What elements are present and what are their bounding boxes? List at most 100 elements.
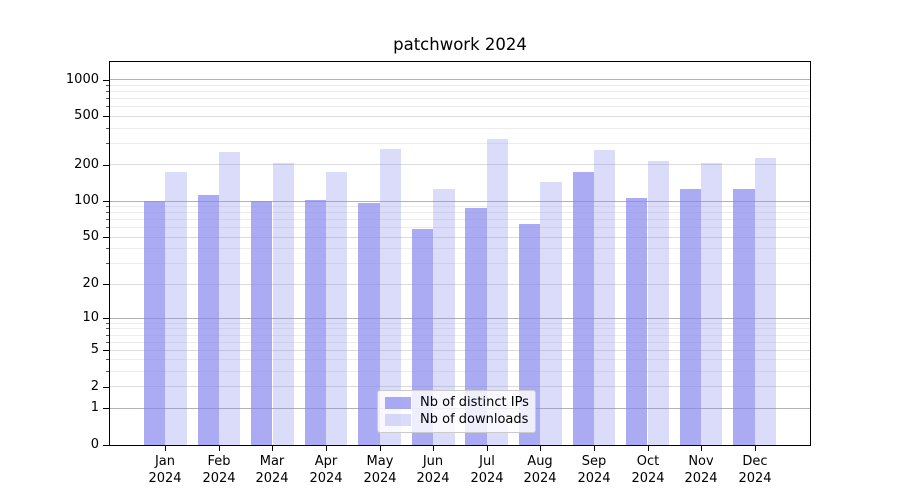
bar-distinct-ips-aug: [519, 223, 541, 445]
bar-downloads-apr: [326, 171, 348, 445]
y-tick-label-0: 0: [90, 437, 99, 452]
y-minor-tick-6: [106, 342, 109, 343]
y-tick-2: [103, 387, 109, 388]
bar-downloads-jun: [433, 189, 455, 445]
gridline-y-1000: [110, 79, 810, 80]
gridline-y-minor-600: [110, 106, 810, 107]
x-tick-jun: [433, 446, 434, 451]
gridline-y-minor-4: [110, 359, 810, 360]
legend: Nb of distinct IPs Nb of downloads: [377, 390, 536, 433]
legend-label-downloads: Nb of downloads: [420, 411, 529, 427]
gridline-y-20: [110, 284, 810, 285]
bar-distinct-ips-apr: [304, 199, 326, 445]
x-tick-label-feb: Feb 2024: [202, 454, 236, 486]
y-tick-label-1: 1: [90, 400, 99, 415]
x-tick-apr: [326, 446, 327, 451]
gridline-y-minor-7: [110, 335, 810, 336]
y-minor-tick-3: [106, 371, 109, 372]
x-tick-label-oct: Oct 2024: [631, 454, 665, 486]
x-tick-label-apr: Apr 2024: [309, 454, 343, 486]
bar-downloads-nov: [701, 162, 723, 445]
x-tick-label-nov: Nov 2024: [684, 454, 718, 486]
y-tick-label-1000: 1000: [65, 72, 99, 87]
x-tick-mar: [272, 446, 273, 451]
y-minor-tick-300: [106, 143, 109, 144]
bar-downloads-dec: [754, 158, 777, 445]
gridline-y-minor-9: [110, 323, 810, 324]
bar-distinct-ips-may: [358, 202, 380, 445]
y-tick-0: [103, 445, 109, 446]
y-tick-5: [103, 350, 109, 351]
y-tick-label-10: 10: [82, 310, 99, 325]
x-tick-may: [380, 446, 381, 451]
gridline-y-minor-700: [110, 98, 810, 99]
y-minor-tick-4: [106, 359, 109, 360]
gridline-y-minor-80: [110, 212, 810, 213]
x-tick-dec: [755, 446, 756, 451]
y-minor-tick-800: [106, 91, 109, 92]
y-minor-tick-80: [106, 212, 109, 213]
y-minor-tick-8: [106, 328, 109, 329]
legend-swatch-downloads: [385, 413, 411, 426]
gridline-y-minor-60: [110, 227, 810, 228]
y-minor-tick-900: [106, 85, 109, 86]
x-tick-feb: [219, 446, 220, 451]
y-tick-50: [103, 237, 109, 238]
bar-distinct-ips-jul: [465, 208, 487, 445]
x-tick-nov: [701, 446, 702, 451]
legend-label-distinct-ips: Nb of distinct IPs: [420, 395, 529, 411]
y-minor-tick-9: [106, 323, 109, 324]
bar-downloads-jul: [486, 139, 509, 445]
gridline-y-minor-90: [110, 206, 810, 207]
bar-distinct-ips-feb: [197, 195, 219, 445]
gridline-y-50: [110, 237, 810, 238]
x-tick-label-mar: Mar 2024: [255, 454, 289, 486]
y-tick-label-20: 20: [82, 276, 99, 291]
y-tick-1: [103, 408, 109, 409]
y-minor-tick-700: [106, 98, 109, 99]
y-tick-500: [103, 116, 109, 117]
gridline-y-2: [110, 386, 810, 387]
y-tick-100: [103, 201, 109, 202]
gridline-y-minor-900: [110, 85, 810, 86]
y-minor-tick-90: [106, 206, 109, 207]
gridline-y-minor-300: [110, 143, 810, 144]
bar-downloads-aug: [540, 181, 562, 445]
x-tick-label-aug: Aug 2024: [523, 454, 557, 486]
y-tick-label-5: 5: [90, 342, 99, 357]
gridline-y-minor-3: [110, 371, 810, 372]
gridline-y-5: [110, 350, 810, 351]
gridline-y-minor-800: [110, 91, 810, 92]
y-tick-label-200: 200: [74, 157, 99, 172]
x-tick-sep: [594, 446, 595, 451]
legend-item-downloads: Nb of downloads: [385, 412, 529, 428]
bar-distinct-ips-nov: [679, 189, 702, 445]
y-tick-10: [103, 318, 109, 319]
gridline-y-minor-40: [110, 248, 810, 249]
bar-downloads-feb: [218, 151, 241, 445]
y-minor-tick-40: [106, 248, 109, 249]
y-tick-label-100: 100: [74, 193, 99, 208]
x-tick-label-jul: Jul 2024: [470, 454, 504, 486]
legend-item-distinct-ips: Nb of distinct IPs: [385, 395, 529, 411]
bar-distinct-ips-sep: [572, 171, 594, 445]
gridline-y-100: [110, 201, 810, 202]
gridline-y-minor-8: [110, 328, 810, 329]
x-tick-label-may: May 2024: [363, 454, 397, 486]
y-tick-1000: [103, 80, 109, 81]
y-tick-label-50: 50: [82, 229, 99, 244]
y-minor-tick-30: [106, 263, 109, 264]
legend-swatch-distinct-ips: [385, 397, 411, 410]
y-tick-label-2: 2: [90, 379, 99, 394]
x-tick-label-dec: Dec 2024: [738, 454, 772, 486]
x-tick-label-jan: Jan 2024: [148, 454, 182, 486]
gridline-y-minor-30: [110, 263, 810, 264]
x-tick-label-jun: Jun 2024: [416, 454, 450, 486]
x-tick-aug: [540, 446, 541, 451]
x-tick-label-sep: Sep 2024: [577, 454, 611, 486]
gridline-y-200: [110, 164, 810, 165]
y-tick-20: [103, 284, 109, 285]
plot-area: Nb of distinct IPs Nb of downloads: [109, 61, 811, 446]
gridline-y-minor-70: [110, 219, 810, 220]
